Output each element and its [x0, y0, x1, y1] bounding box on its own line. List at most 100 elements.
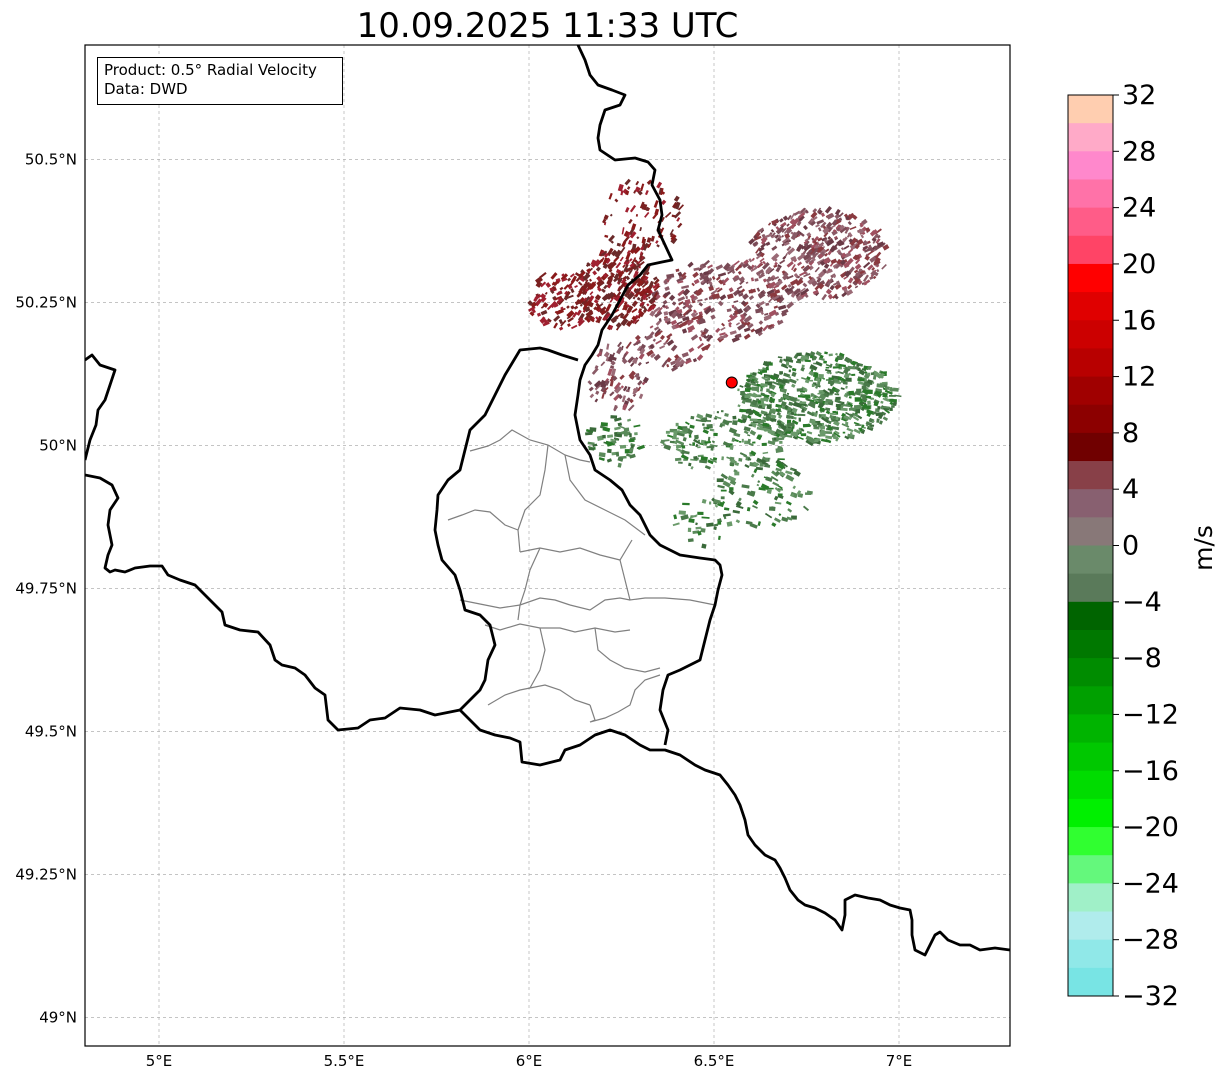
radar-echo — [764, 312, 769, 316]
radar-echo — [807, 276, 816, 285]
radar-echo — [812, 394, 821, 400]
radar-echo — [805, 438, 815, 447]
radar-echo — [766, 388, 770, 393]
radar-echo — [872, 370, 879, 377]
lat-tick-label: 50.25°N — [15, 293, 77, 311]
radar-echo — [847, 402, 854, 408]
radar-echo — [823, 231, 829, 238]
radar-echo — [810, 419, 816, 423]
radar-echo — [735, 322, 741, 326]
radar-echo — [790, 278, 799, 286]
radar-echo — [636, 236, 640, 240]
radar-echo — [700, 528, 706, 533]
radar-echo — [560, 319, 567, 327]
radar-echo — [810, 216, 818, 223]
radar-echo — [792, 485, 797, 490]
radar-echo — [656, 306, 663, 314]
radar-echo — [817, 237, 823, 242]
radar-echo — [766, 488, 772, 494]
radar-echo — [859, 270, 866, 275]
radar-echo — [870, 270, 877, 277]
radar-echo — [796, 399, 800, 402]
radar-echo — [856, 273, 864, 280]
radar-echo — [737, 290, 742, 295]
radar-echo — [629, 263, 638, 271]
radar-echo — [609, 380, 614, 387]
radar-echo — [631, 243, 637, 251]
radar-echo — [617, 285, 623, 292]
radar-echo — [633, 341, 641, 346]
radar-site-marker[interactable] — [725, 376, 738, 389]
radar-echo — [633, 263, 641, 271]
radar-echo — [848, 407, 856, 411]
radar-echo — [629, 262, 635, 268]
radar-echo — [771, 274, 776, 279]
radar-echo — [781, 234, 785, 238]
radar-echo — [706, 334, 713, 342]
radar-echo — [634, 334, 641, 341]
radar-echo — [729, 445, 734, 451]
radar-echo — [642, 305, 648, 311]
radar-echo — [701, 516, 710, 519]
radar-echo — [843, 251, 852, 259]
radar-echo — [778, 471, 786, 477]
radar-echo — [743, 259, 750, 265]
radar-echo — [571, 324, 578, 330]
radar-echo — [766, 289, 775, 295]
radar-echo — [728, 489, 735, 496]
radar-echo — [795, 279, 804, 286]
radar-echo — [653, 285, 660, 292]
radar-echo — [802, 253, 812, 261]
colorbar-block — [1068, 911, 1113, 941]
radar-echo — [602, 263, 609, 269]
radar-echo — [570, 288, 575, 294]
radar-echo — [825, 268, 833, 274]
radar-echo — [737, 270, 742, 275]
radar-echo — [716, 478, 724, 483]
radar-echo — [686, 319, 694, 326]
radar-echo — [768, 296, 775, 303]
radar-echo — [760, 229, 765, 234]
radar-echo — [647, 289, 653, 295]
radar-echo — [857, 279, 863, 286]
radar-echo — [577, 317, 584, 325]
colorbar-block — [1068, 686, 1113, 715]
radar-echo — [812, 289, 819, 295]
map-plot[interactable]: 5°E 5.5°E 6°E 6.5°E 7°E 49°N 49.25°N 49.5°N 49.… — [0, 0, 1040, 1081]
radar-echo — [726, 521, 733, 527]
radar-echo — [768, 412, 772, 416]
radar-echo — [816, 274, 824, 280]
radar-echo — [825, 398, 833, 403]
radar-echo — [626, 418, 632, 422]
radar-echo — [834, 295, 839, 300]
radar-echo — [695, 526, 702, 530]
radar-echo — [775, 226, 785, 235]
radar-echo — [843, 288, 848, 293]
radar-echo — [619, 313, 625, 319]
radar-echo — [638, 289, 647, 297]
radar-echo — [732, 260, 740, 267]
radar-echo — [743, 430, 749, 435]
radar-echo — [791, 403, 800, 406]
radar-echo — [602, 426, 611, 432]
colorbar-block — [1068, 376, 1113, 406]
radar-echo — [779, 218, 784, 223]
radar-echo — [834, 208, 841, 216]
radar-echo — [795, 292, 801, 298]
radar-echo — [593, 306, 598, 311]
radar-echo — [682, 318, 691, 326]
radar-echo — [767, 487, 774, 490]
radar-echo — [587, 281, 597, 291]
radar-echo — [796, 352, 802, 357]
radar-echo — [540, 296, 547, 303]
radar-echo — [753, 265, 758, 269]
radar-echo — [556, 290, 563, 296]
radar-echo — [719, 422, 726, 427]
radar-echo — [726, 456, 732, 460]
radar-echo — [792, 435, 798, 440]
radar-echo — [728, 321, 733, 326]
radar-echo — [623, 230, 630, 238]
radar-echo — [890, 398, 894, 402]
province-border-grevenmacher — [569, 597, 631, 611]
radar-echo — [726, 308, 732, 313]
